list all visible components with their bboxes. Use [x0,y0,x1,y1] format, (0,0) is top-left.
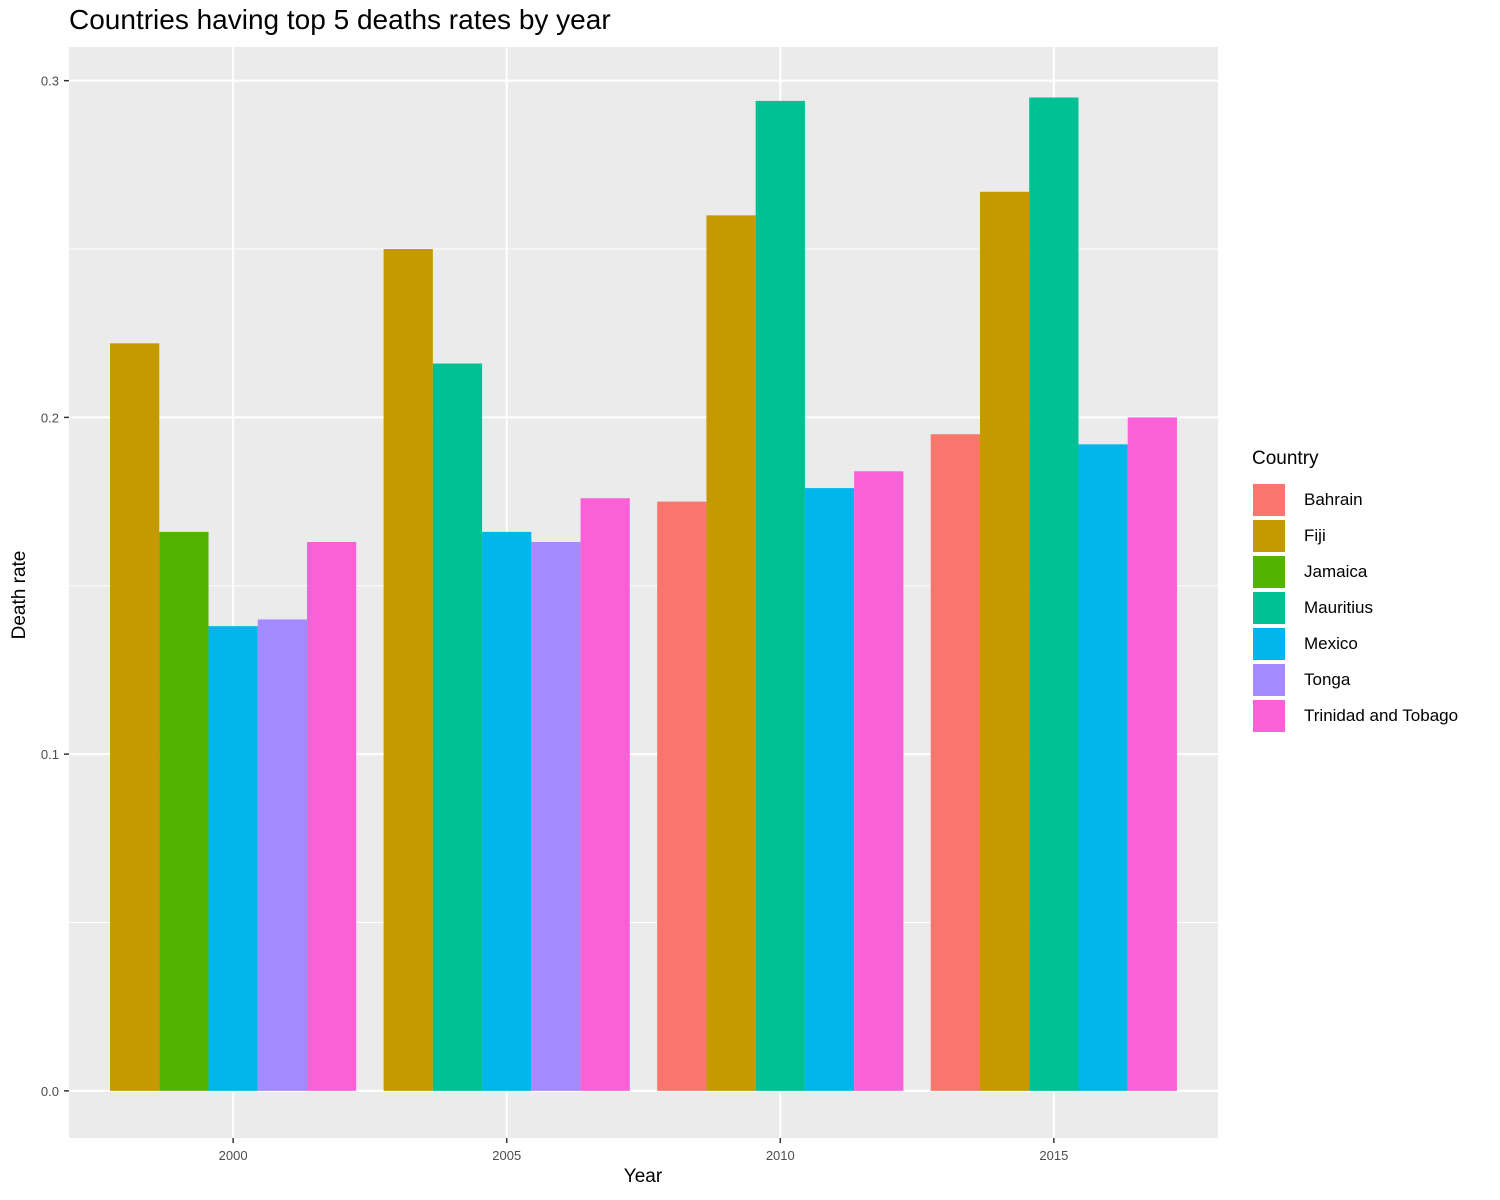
legend-label: Bahrain [1304,490,1363,509]
legend-title: Country [1252,448,1319,469]
bar-2015-bahrain [930,434,980,1091]
bar-2005-trinidad-and-tobago [580,498,630,1091]
bar-2015-trinidad-and-tobago [1127,417,1177,1091]
legend-swatch [1252,663,1286,697]
x-axis-label: Year [623,1166,663,1187]
legend-label: Mexico [1304,634,1358,653]
bar-2010-mauritius [755,100,805,1091]
y-axis-label: Death rate [9,550,30,640]
chart-title: Countries having top 5 deaths rates by y… [69,4,611,35]
legend-label: Fiji [1304,526,1326,545]
legend-label: Tonga [1304,670,1351,689]
bar-2015-mexico [1078,444,1128,1091]
legend-label: Jamaica [1304,562,1368,581]
bar-2005-tonga [531,541,581,1091]
y-tick-label: 0.2 [41,410,59,425]
legend: Country Bahrain Fiji Jamaica Mauritius Mexic… [1252,448,1458,734]
legend-item: Mexico [1252,626,1458,662]
x-tick-label: 2005 [492,1148,521,1163]
y-tick-label: 0.0 [41,1084,59,1099]
bar-2010-trinidad-and-tobago [854,471,904,1091]
bar-2010-fiji [706,215,756,1091]
legend-items: Bahrain Fiji Jamaica Mauritius Mexico Tonga Tr… [1252,482,1458,734]
legend-item: Mauritius [1252,590,1458,626]
bar-2000-mexico [208,626,258,1091]
bar-2015-fiji [979,191,1030,1091]
bar-2005-mauritius [432,363,483,1091]
legend-label: Mauritius [1304,598,1373,617]
bar-2010-bahrain [657,501,707,1091]
legend-item: Fiji [1252,518,1458,554]
legend-swatch [1252,591,1286,625]
legend-item: Trinidad and Tobago [1252,698,1458,734]
legend-swatch [1252,519,1286,553]
y-tick-label: 0.1 [41,747,59,762]
bar-2005-fiji [383,249,433,1091]
legend-swatch [1252,627,1286,661]
legend-swatch [1252,699,1286,733]
legend-item: Tonga [1252,662,1458,698]
bar-2000-jamaica [159,531,209,1091]
bar-2015-mauritius [1029,97,1079,1091]
bar-2000-fiji [110,343,160,1091]
legend-item: Jamaica [1252,554,1458,590]
legend-label: Trinidad and Tobago [1304,706,1459,725]
bar-2000-tonga [257,619,308,1091]
legend-item: Bahrain [1252,482,1458,518]
legend-swatch [1252,483,1286,517]
legend-swatch [1252,555,1286,589]
bar-2005-mexico [482,531,532,1091]
y-tick-label: 0.3 [41,74,59,89]
x-tick-label: 2000 [219,1148,248,1163]
bar-2000-trinidad-and-tobago [307,541,357,1091]
x-tick-label: 2015 [1039,1148,1068,1163]
bar-2010-mexico [804,488,855,1091]
x-tick-label: 2010 [766,1148,795,1163]
